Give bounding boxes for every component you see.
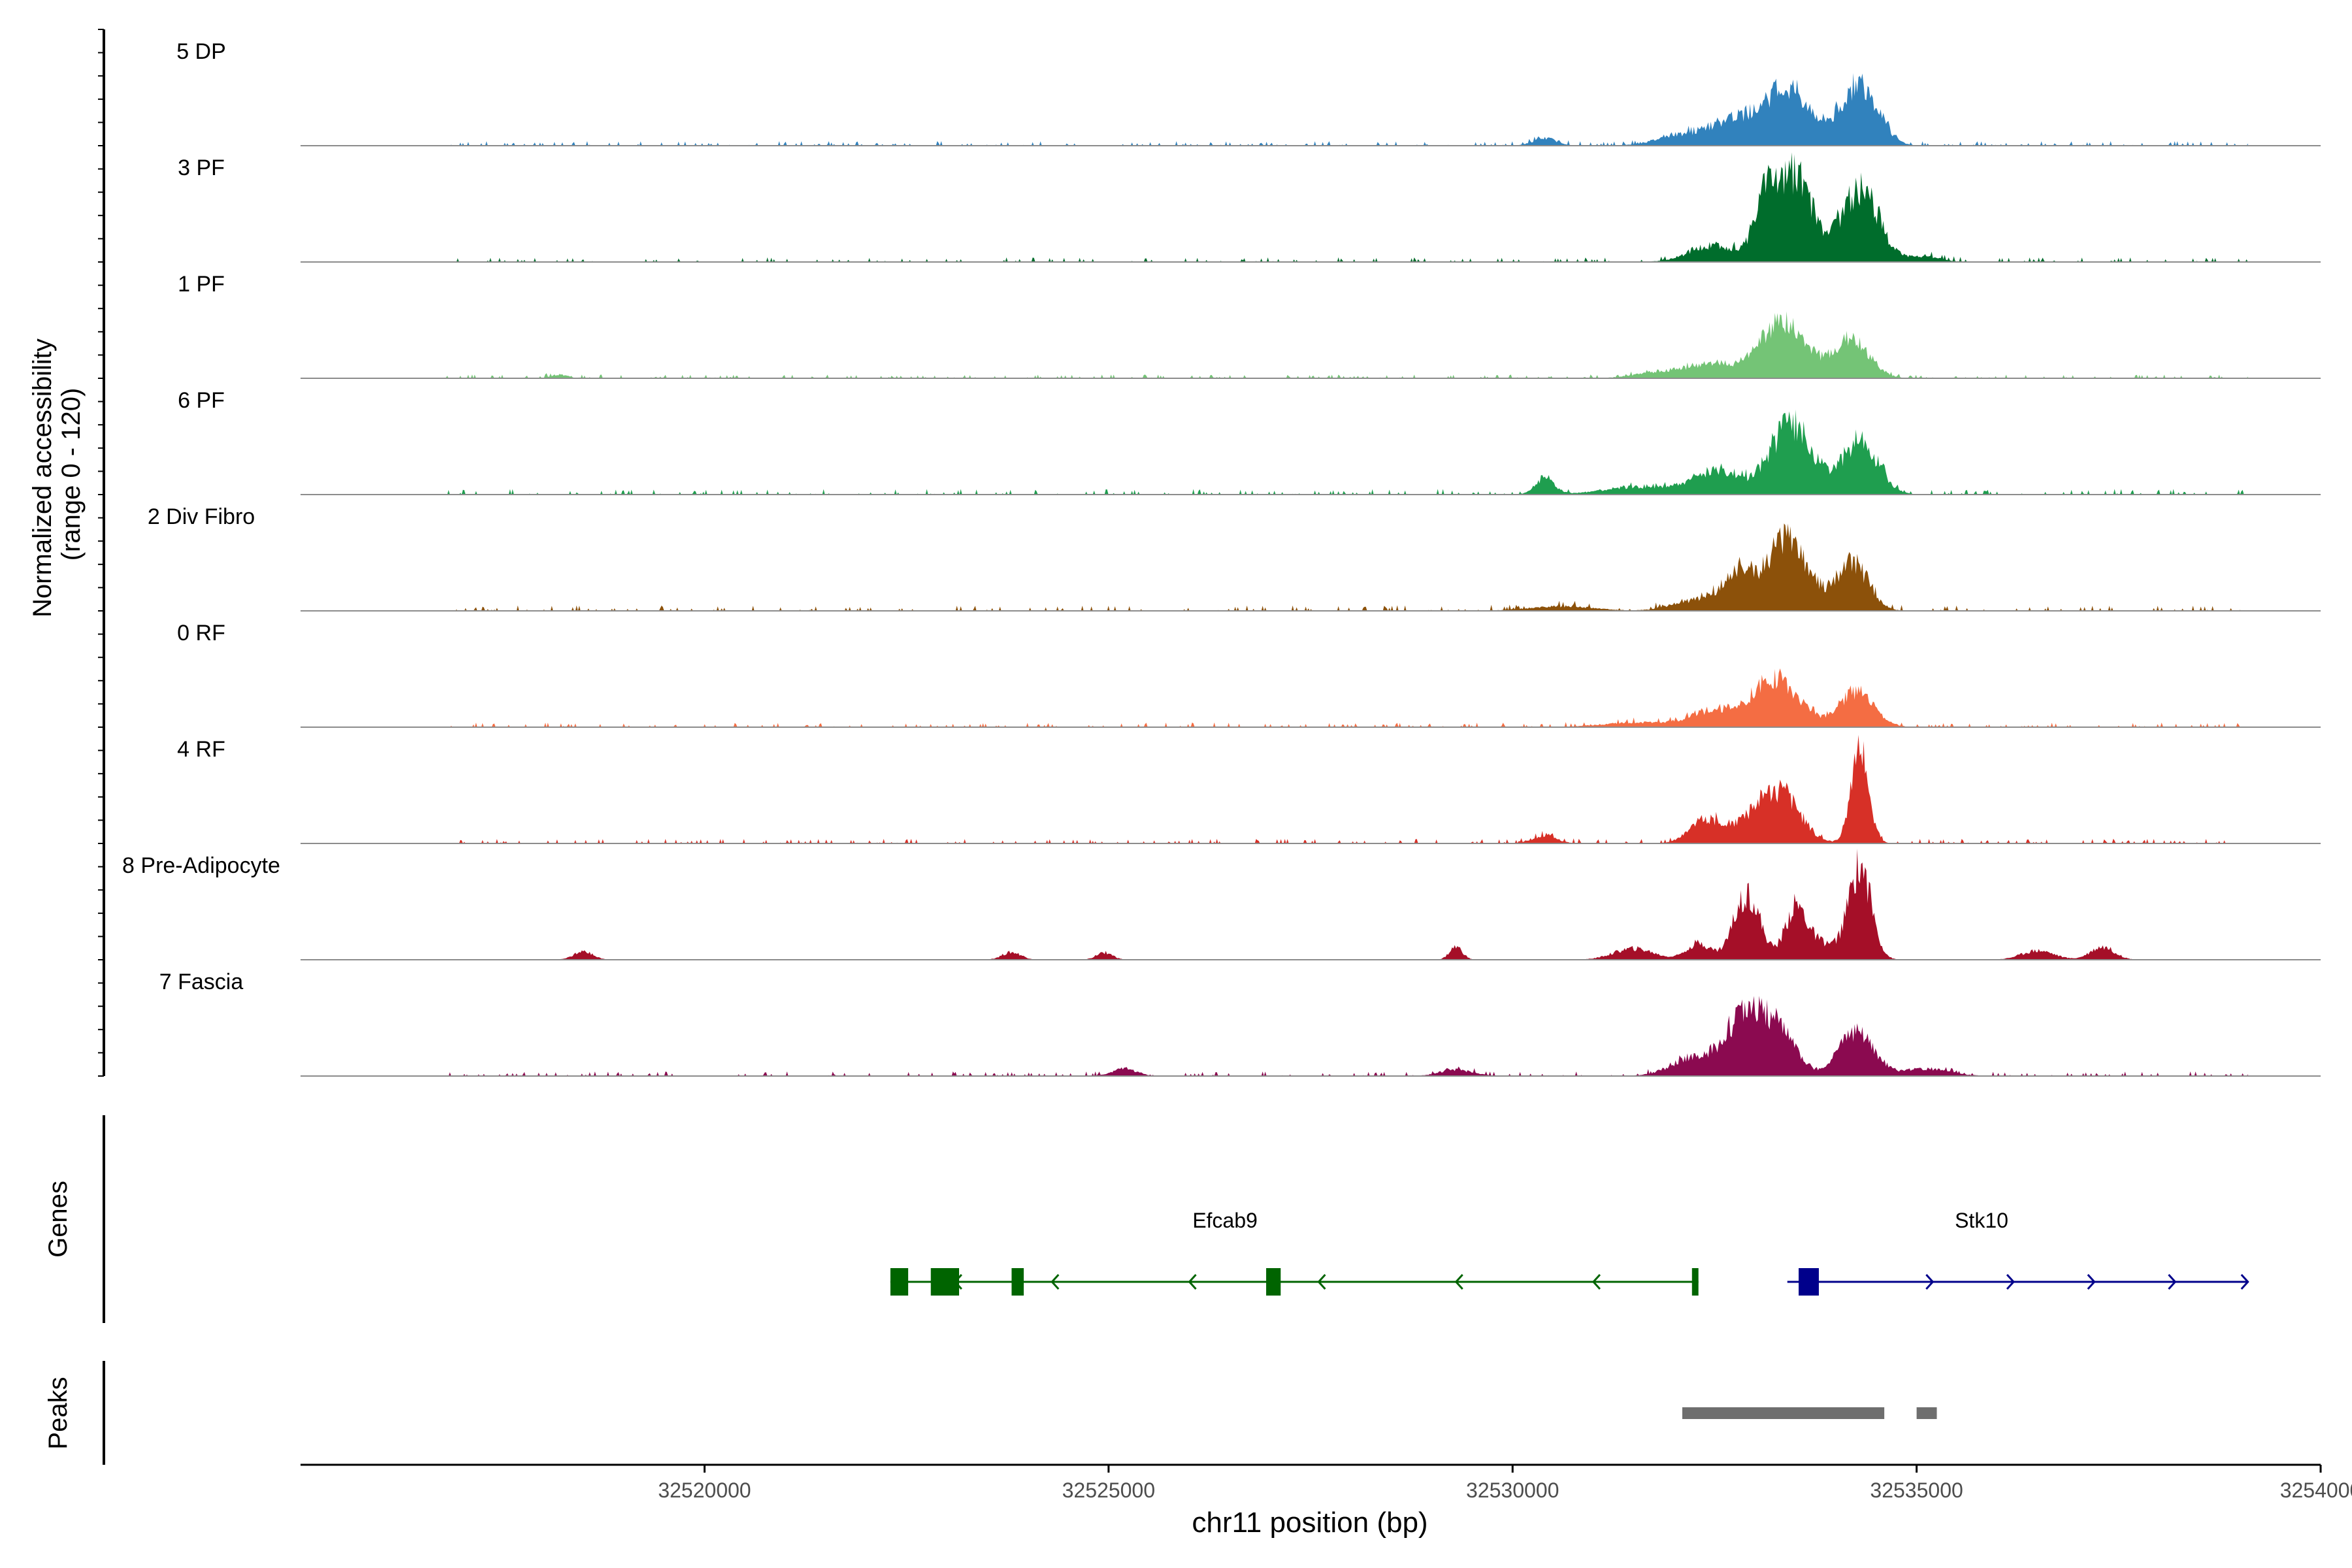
gene-exon — [1011, 1268, 1024, 1296]
track-label: 3 PF — [178, 155, 225, 180]
track-label: 8 Pre-Adipocyte — [122, 853, 280, 878]
coverage-area — [446, 734, 2248, 843]
peak-regions — [1682, 1407, 1937, 1419]
genes-label: Genes — [44, 1181, 73, 1258]
gene-exon — [1799, 1268, 1819, 1296]
strand-arrow — [1188, 1273, 1197, 1290]
coverage-area — [446, 73, 2248, 146]
track-label: 2 Div Fibro — [148, 504, 255, 529]
x-tick-label: 32535000 — [1870, 1478, 1963, 1502]
track-3-pf: 3 PF — [178, 152, 2321, 263]
strand-arrow — [953, 1273, 962, 1290]
strand-arrow — [2006, 1273, 2016, 1290]
x-tick-label: 3254000 — [2280, 1478, 2352, 1502]
strand-arrow — [1454, 1273, 1463, 1290]
gene-annotations: Efcab9 Stk10 — [890, 1209, 2249, 1296]
track-7-fascia: 7 Fascia — [159, 970, 2321, 1077]
track-6-pf: 6 PF — [178, 388, 2321, 495]
peaks-label: Peaks — [44, 1377, 73, 1449]
coverage-area — [446, 409, 2248, 495]
track-label: 0 RF — [177, 621, 225, 645]
x-tick-label: 32520000 — [658, 1478, 751, 1502]
coverage-area — [446, 152, 2248, 262]
gene-stk10: Stk10 — [1787, 1209, 2249, 1296]
x-tick-label: 32525000 — [1062, 1478, 1155, 1502]
strand-arrow — [1317, 1273, 1326, 1290]
coverage-area — [446, 849, 2248, 960]
track-0-rf: 0 RF — [177, 621, 2321, 728]
track-5-dp: 5 DP — [176, 39, 2321, 146]
gene-name: Stk10 — [1955, 1209, 2008, 1232]
x-axis-ticks: 32520000 32525000 32530000 32535000 3254000 — [658, 1465, 2352, 1502]
coverage-tracks: 5 DP 3 PF 1 PF 6 PF 2 Div Fibro 0 RF 4 RF 8 Pre… — [122, 39, 2321, 1077]
gene-efcab9: Efcab9 — [890, 1209, 1699, 1296]
coverage-area — [446, 996, 2248, 1076]
track-label: 1 PF — [178, 272, 225, 297]
track-label: 7 Fascia — [159, 970, 244, 994]
y-axis-label-line1: Normalized accessibility — [28, 338, 57, 617]
coverage-area — [446, 523, 2248, 611]
x-axis-label: chr11 position (bp) — [1192, 1507, 1428, 1539]
track-1-pf: 1 PF — [178, 272, 2321, 379]
coverage-area — [446, 668, 2248, 727]
strand-arrow — [1592, 1273, 1601, 1290]
y-axis-label-line2: (range 0 - 120) — [57, 388, 86, 561]
track-4-rf: 4 RF — [177, 734, 2321, 844]
strand-arrow — [1925, 1273, 1935, 1290]
strand-arrow — [2240, 1273, 2249, 1290]
track-label: 4 RF — [177, 737, 225, 762]
gene-exon — [890, 1268, 909, 1296]
gene-exon — [1266, 1268, 1281, 1296]
gene-exon — [1691, 1268, 1699, 1296]
y-axis-label: Normalized accessibility (range 0 - 120) — [28, 331, 86, 617]
coverage-area — [446, 311, 2248, 378]
strand-arrow — [2168, 1273, 2177, 1290]
tracks-y-axis — [98, 29, 105, 1077]
strand-arrow — [1051, 1273, 1060, 1290]
track-2-div-fibro: 2 Div Fibro — [148, 504, 2321, 612]
track-label: 6 PF — [178, 388, 225, 413]
x-tick-label: 32530000 — [1466, 1478, 1559, 1502]
strand-arrow — [2087, 1273, 2096, 1290]
peak-region — [1682, 1407, 1885, 1419]
track-8-pre-adipocyte: 8 Pre-Adipocyte — [122, 849, 2321, 960]
peak-region — [1916, 1407, 1937, 1419]
gene-name: Efcab9 — [1192, 1209, 1258, 1232]
track-label: 5 DP — [176, 39, 226, 64]
